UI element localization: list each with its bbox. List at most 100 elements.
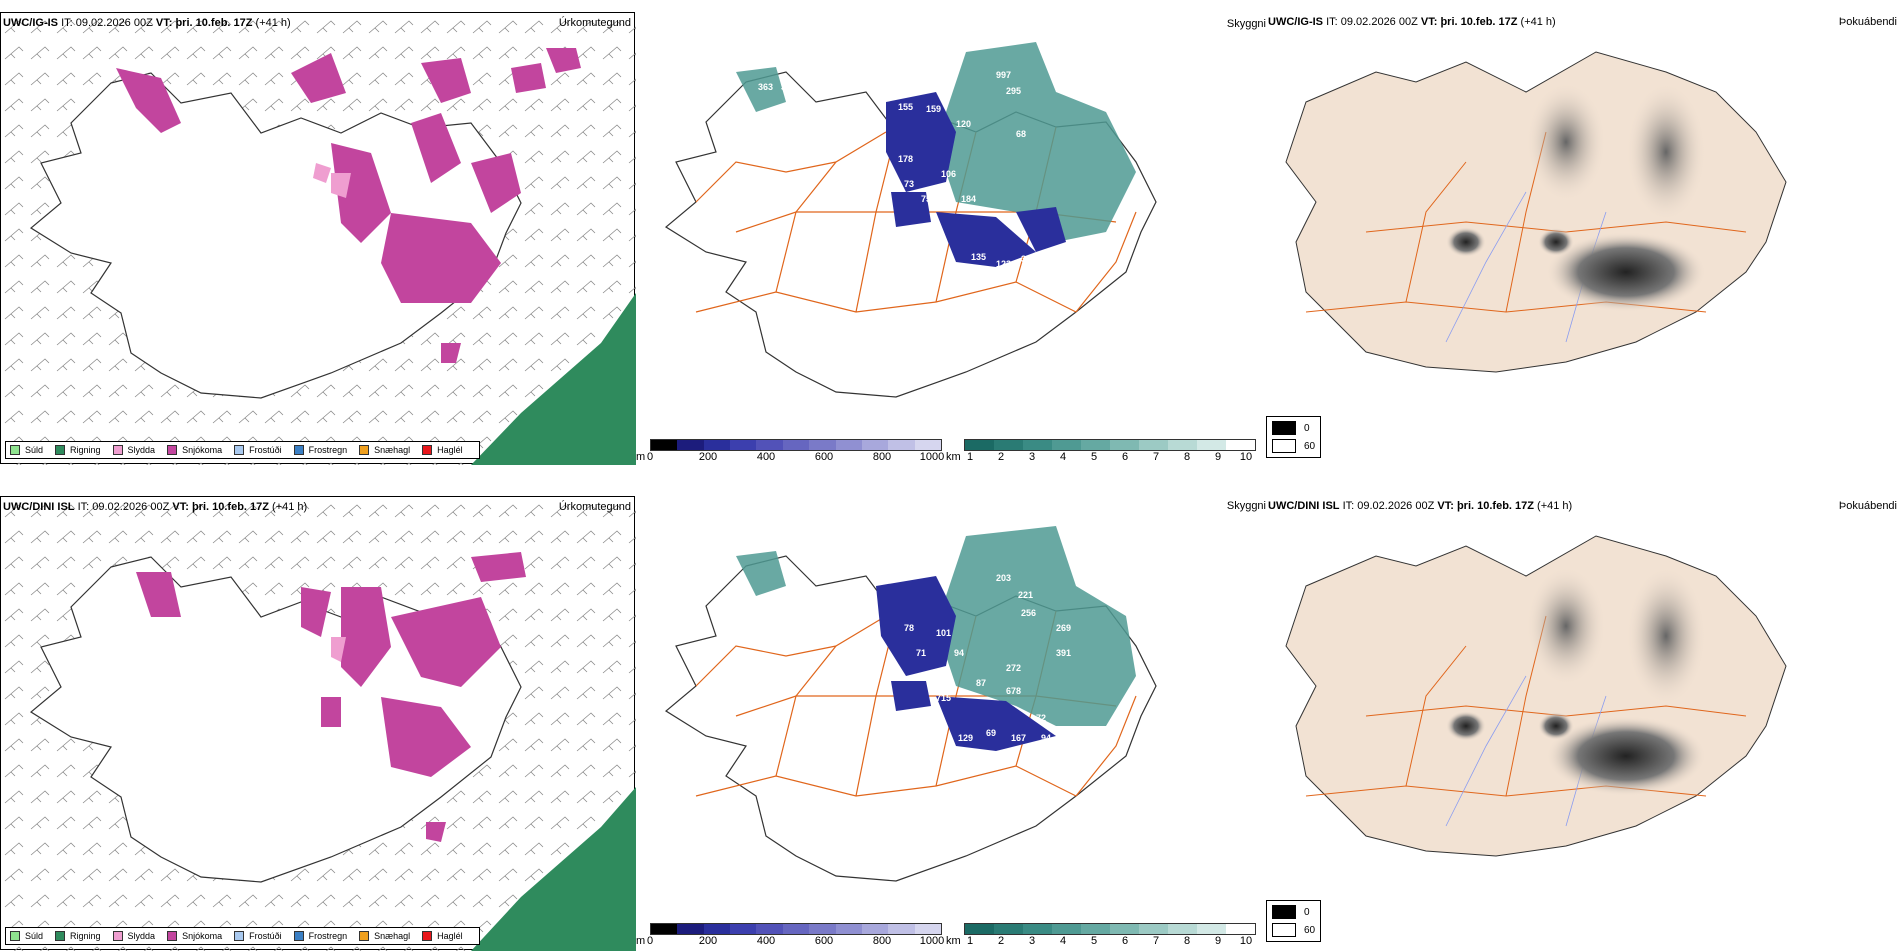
vis-label: 72 (1036, 713, 1046, 723)
snow-areas-2 (136, 552, 526, 842)
precip-map-1 (1, 13, 636, 465)
fog-map-1 (1285, 51, 1787, 373)
panel-type-label: Úrkomutegund (558, 17, 631, 29)
iceland-land-fog-2 (1285, 535, 1787, 857)
legend-item: Snæhagl (359, 931, 410, 941)
snow-areas-1 (116, 48, 581, 363)
vis-label: 184 (961, 194, 976, 204)
vis-label: 269 (1056, 623, 1071, 633)
vis-label: 256 (1021, 608, 1036, 618)
swatch-sleet (112, 931, 123, 941)
vis-label: 94 (954, 648, 964, 658)
visibility-km-colorbar: km 1 2 3 4 5 6 7 8 9 10 (946, 439, 1266, 465)
visibility-panel-2: 203 221 256 269 391 272 78 71 101 94 715… (636, 496, 1266, 950)
visibility-blue-2 (876, 576, 1056, 751)
visibility-map-2: 203 221 256 269 391 272 78 71 101 94 715… (664, 526, 1157, 882)
vis-label: 68 (1016, 129, 1026, 139)
rain-area-2 (471, 787, 636, 951)
vis-label: 295 (1006, 86, 1021, 96)
precip-map-2 (1, 497, 636, 951)
vis-label: 101 (936, 628, 951, 638)
legend-item: Súld (10, 445, 43, 455)
legend-item: Súld (10, 931, 43, 941)
legend-item: Rigning (55, 445, 101, 455)
swatch-hail (422, 445, 433, 455)
swatch-drizzle (10, 445, 20, 455)
vis-label: 203 (996, 573, 1011, 583)
vis-label: 77 (926, 242, 936, 252)
fog-blobs-2 (1446, 566, 1706, 796)
fog-blobs-1 (1446, 82, 1706, 312)
panel-title: UWC/DINI ISL IT: 09.02.2026 00Z VT: þri.… (1268, 500, 1573, 512)
swatch-snow (167, 445, 178, 455)
legend-item: Slydda (112, 445, 155, 455)
swatch-sleet (112, 445, 123, 455)
panel-type-label: Skyggni (1226, 500, 1266, 512)
iceland-outline-1 (29, 72, 522, 399)
legend-item: Snjókoma (167, 931, 222, 941)
swatch-rain (55, 445, 66, 455)
legend-item: Frostregn (293, 931, 347, 941)
vis-label: 75 (921, 194, 931, 204)
swatch-hail (422, 931, 433, 941)
vis-label: 678 (1006, 686, 1021, 696)
vis-label: 120 (956, 119, 971, 129)
swatch-freezing-drizzle (234, 931, 245, 941)
legend-item: Slydda (112, 931, 155, 941)
swatch-freezing-drizzle (234, 445, 245, 455)
fog-legend: 0 60 (1266, 416, 1322, 458)
legend-item: Haglél (422, 931, 463, 941)
vis-label: 69 (986, 728, 996, 738)
visibility-value-labels-1: 997 295 363 350 155 159 120 68 178 73 75… (758, 70, 1066, 276)
iceland-land-fog-1 (1285, 51, 1787, 373)
vis-label: 376 (1021, 254, 1036, 264)
swatch-freezing-rain (293, 931, 304, 941)
vis-label: 94 (1041, 733, 1051, 743)
vis-label: 73 (904, 179, 914, 189)
vis-label: 135 (971, 252, 986, 262)
vis-label: 272 (1006, 663, 1021, 673)
visibility-panel-1: 997 295 363 350 155 159 120 68 178 73 75… (636, 12, 1266, 464)
vis-label: 131 (956, 266, 971, 276)
vis-label: 71 (916, 648, 926, 658)
visibility-value-labels-2: 203 221 256 269 391 272 78 71 101 94 715… (904, 573, 1071, 743)
precip-panel-1: UWC/IG-IS IT: 09.02.2026 00Z VT: þri. 10… (0, 12, 636, 465)
vis-label: 178 (898, 154, 913, 164)
legend-item: Frostúði (234, 931, 282, 941)
vis-label: 85 (1056, 259, 1066, 269)
legend-item: Snæhagl (359, 445, 410, 455)
fog-panel-2: UWC/DINI ISL IT: 09.02.2026 00Z VT: þri.… (1266, 496, 1900, 950)
swatch-snow (167, 931, 178, 941)
vis-label: 391 (1056, 648, 1071, 658)
panel-title: UWC/DINI ISL IT: 09.02.2026 00Z VT: þri.… (3, 501, 308, 513)
visibility-map-1: 997 295 363 350 155 159 120 68 178 73 75… (664, 42, 1157, 398)
panel-title: UWC/IG-IS IT: 09.02.2026 00Z VT: þri. 10… (3, 17, 291, 29)
legend-item: Frostregn (293, 445, 347, 455)
visibility-m-colorbar: m 0 200 400 600 800 1000 (636, 439, 946, 465)
vis-label: 363 (758, 82, 773, 92)
panel-type-label: Úrkomutegund (558, 501, 631, 513)
visibility-teal-2 (736, 526, 1136, 726)
legend-item: Frostúði (234, 445, 282, 455)
legend-item: Rigning (55, 931, 101, 941)
visibility-blue-1 (886, 92, 1066, 267)
swatch-snow-pellets (359, 931, 370, 941)
swatch-freezing-rain (293, 445, 304, 455)
panel-title: UWC/IG-IS IT: 09.02.2026 00Z VT: þri. 10… (1268, 16, 1556, 28)
panel-type-label: Skyggni (1226, 18, 1266, 30)
vis-label: 78 (904, 623, 914, 633)
visibility-km-colorbar: km 1 2 3 4 5 6 7 8 9 10 (946, 923, 1266, 949)
panel-type-label: Þokuábendi (1838, 500, 1897, 512)
panel-type-label: Þokuábendi (1838, 16, 1897, 28)
swatch-drizzle (10, 931, 20, 941)
precip-legend: Súld Rigning Slydda Snjókoma Frostúði Fr… (5, 441, 480, 459)
fog-map-2 (1285, 535, 1787, 857)
vis-label: 350 (781, 82, 796, 92)
vis-label: 221 (1018, 590, 1033, 600)
visibility-teal-1 (736, 42, 1136, 242)
visibility-m-colorbar: m 0 200 400 600 800 1000 (636, 923, 946, 949)
fog-panel-1: UWC/IG-IS IT: 09.02.2026 00Z VT: þri. 10… (1266, 12, 1900, 464)
swatch-rain (55, 931, 66, 941)
vis-label: 167 (1011, 733, 1026, 743)
legend-item: Snjókoma (167, 445, 222, 455)
